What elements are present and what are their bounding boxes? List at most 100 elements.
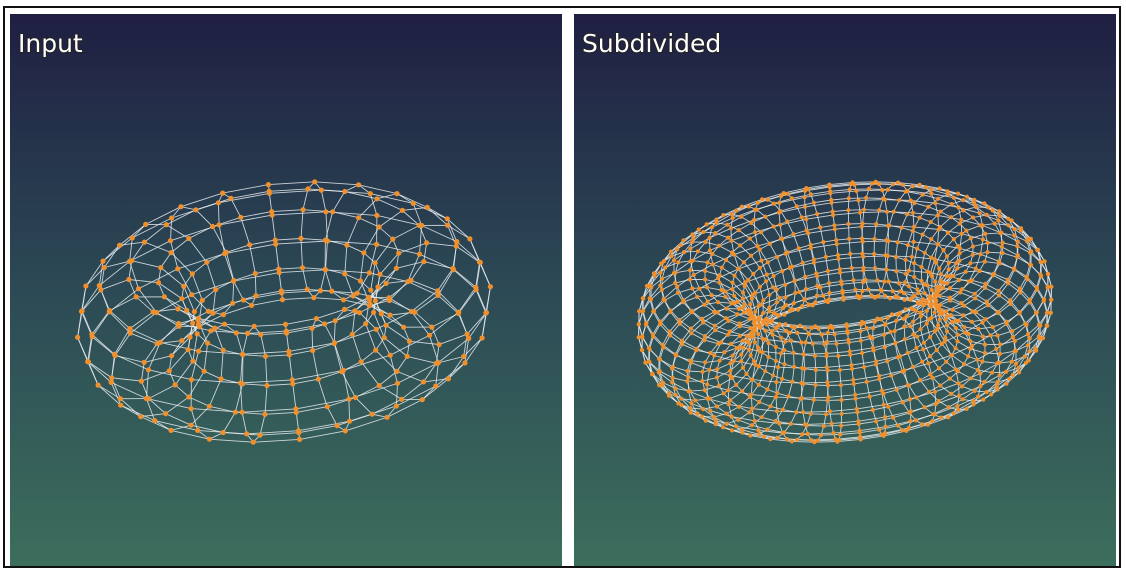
vertex <box>178 204 184 210</box>
vertex <box>972 388 977 393</box>
vertex <box>763 369 768 374</box>
vertex <box>640 335 645 340</box>
vertex <box>747 236 752 241</box>
vertex <box>127 326 133 332</box>
vertex <box>212 325 218 331</box>
vertex <box>925 283 930 288</box>
vertex <box>946 415 951 420</box>
vertex <box>864 326 869 331</box>
vertex <box>1049 284 1054 289</box>
vertex <box>906 425 912 430</box>
vertex <box>675 284 680 289</box>
vertex <box>815 274 820 279</box>
vertex <box>725 222 730 227</box>
vertex <box>168 250 174 256</box>
vertex <box>984 389 989 395</box>
vertex <box>964 228 969 233</box>
vertex <box>250 439 256 445</box>
vertex <box>747 394 753 400</box>
vertex <box>984 299 989 304</box>
vertex <box>874 359 879 364</box>
panel: Subdivided <box>574 14 1116 566</box>
vertex <box>775 312 780 317</box>
vertex <box>1006 281 1011 286</box>
vertex <box>863 277 868 282</box>
vertex <box>825 383 831 388</box>
vertex <box>881 332 887 337</box>
vertex <box>730 280 735 285</box>
vertex <box>749 423 755 428</box>
vertex <box>205 340 211 346</box>
vertex <box>194 331 200 337</box>
vertex <box>828 189 833 194</box>
vertex <box>721 213 726 218</box>
vertex <box>805 431 810 436</box>
vertex <box>163 222 169 228</box>
vertex <box>937 186 942 191</box>
vertex <box>902 368 907 373</box>
vertex <box>849 366 855 371</box>
vertex <box>759 258 764 263</box>
vertex <box>290 381 296 387</box>
vertex <box>479 335 485 341</box>
vertex <box>755 345 761 350</box>
vertex <box>900 428 905 433</box>
vertex <box>883 253 888 258</box>
vertex <box>230 278 237 284</box>
vertex <box>949 215 954 220</box>
vertex <box>797 289 802 295</box>
vertex <box>858 434 863 439</box>
vertex <box>752 328 757 333</box>
vertex <box>713 418 718 423</box>
vertex <box>903 271 908 276</box>
vertex <box>744 334 749 339</box>
vertex <box>445 222 451 228</box>
vertex <box>784 328 789 333</box>
vertex <box>175 266 181 272</box>
vertex <box>640 296 645 301</box>
vertex <box>825 330 830 335</box>
vertex <box>297 436 303 442</box>
vertex <box>914 345 919 351</box>
vertex <box>75 334 81 340</box>
vertex <box>845 331 850 336</box>
vertex <box>948 298 953 303</box>
vertex <box>709 225 714 230</box>
vertex <box>980 334 986 339</box>
vertex <box>1027 349 1032 354</box>
vertex <box>784 303 789 308</box>
vertex <box>739 214 744 219</box>
vertex <box>213 287 219 293</box>
vertex <box>818 285 823 290</box>
vertex <box>810 303 815 308</box>
vertex <box>970 215 976 220</box>
vertex <box>356 182 362 188</box>
vertex <box>836 256 841 261</box>
vertex <box>990 370 995 375</box>
vertex <box>1045 323 1050 328</box>
vertex <box>181 283 187 289</box>
vertex <box>195 427 201 433</box>
vertex <box>349 331 355 337</box>
vertex <box>902 324 907 329</box>
vertex <box>1028 263 1034 268</box>
vertex <box>882 415 888 420</box>
vertex <box>880 188 885 193</box>
vertex <box>882 431 888 436</box>
vertex <box>228 195 234 201</box>
vertex <box>378 311 384 317</box>
vertex <box>667 391 672 396</box>
vertex <box>713 422 718 427</box>
vertex <box>367 301 373 307</box>
vertex <box>741 345 746 350</box>
vertex <box>738 243 743 248</box>
vertex <box>1035 248 1040 253</box>
vertex <box>764 279 769 284</box>
vertex <box>968 261 973 266</box>
vertex <box>466 335 472 342</box>
vertex <box>651 271 657 276</box>
vertex <box>659 261 664 266</box>
vertex <box>1038 323 1043 328</box>
vertex <box>313 316 319 322</box>
